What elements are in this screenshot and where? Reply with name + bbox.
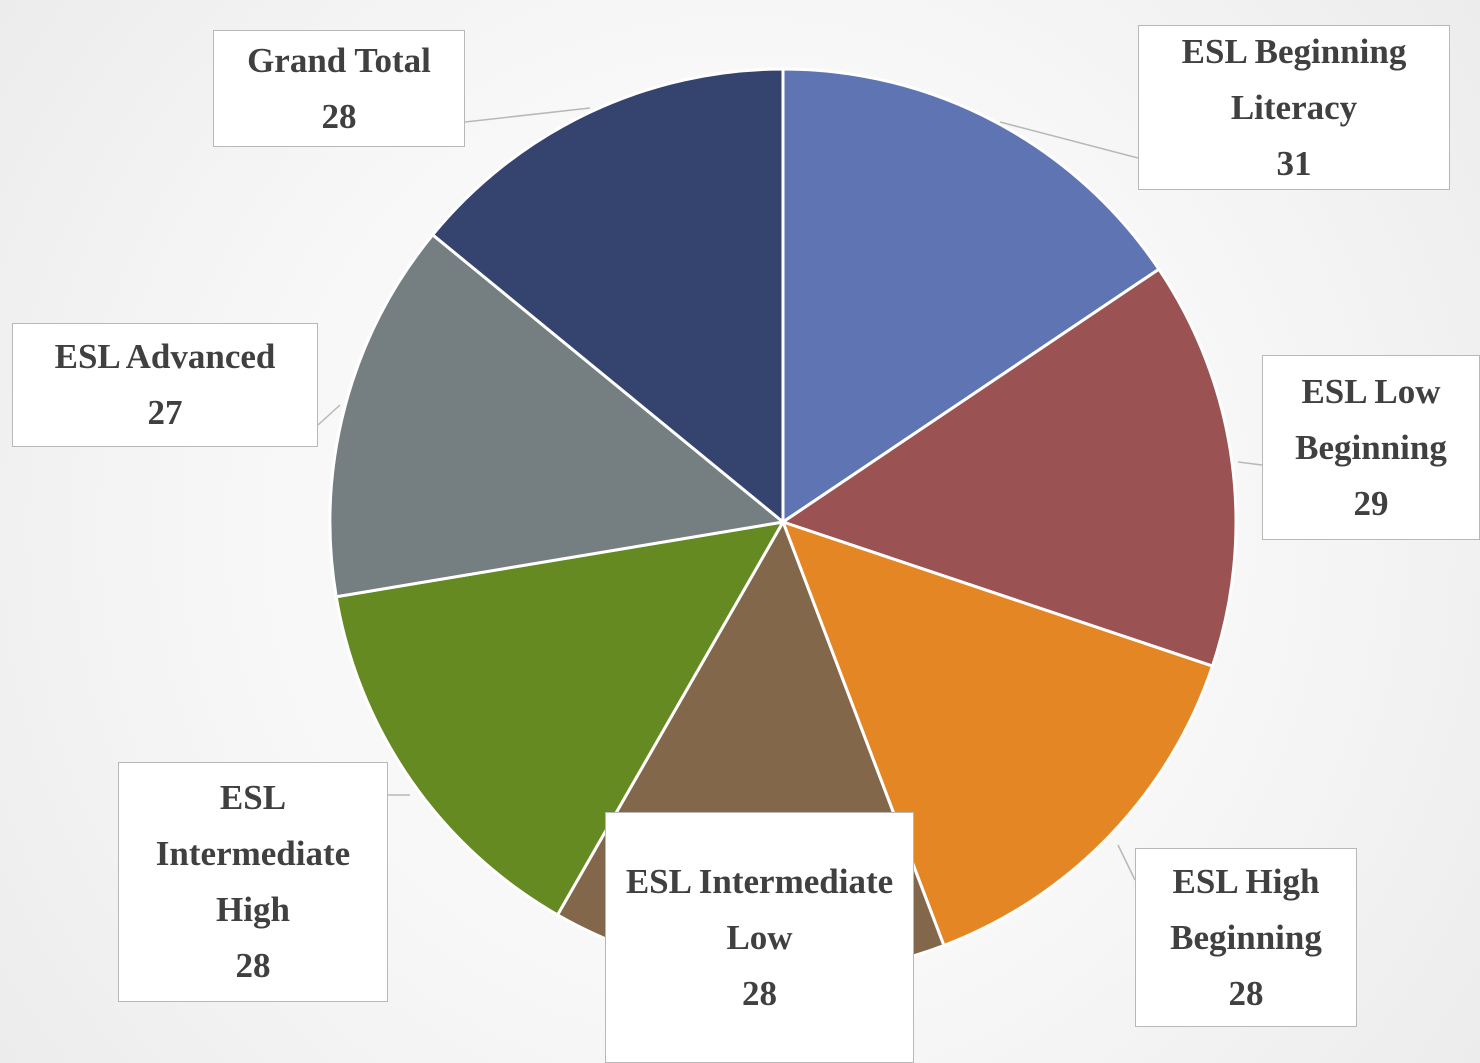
pie-slice: [430, 67, 785, 526]
data-label: Grand Total 28: [213, 30, 465, 147]
label-name: ESL Advanced: [54, 337, 276, 376]
label-value: 28: [742, 973, 777, 1013]
data-label: ESL Advanced 27: [12, 323, 318, 447]
data-label: ESL High Beginning 28: [1135, 848, 1357, 1027]
label-name: ESL Intermediate High: [155, 778, 351, 929]
pie-slice: [328, 232, 787, 599]
leader-line: [317, 404, 341, 426]
leader-line: [1237, 461, 1263, 466]
data-label: ESL Beginning Literacy 31: [1138, 25, 1450, 190]
label-name: Grand Total: [247, 40, 431, 80]
leader-line: [1117, 844, 1136, 881]
label-name: ESL High Beginning: [1170, 861, 1322, 957]
label-value: 29: [1353, 483, 1389, 523]
leader-line: [464, 107, 591, 123]
data-label: ESL Low Beginning 29: [1262, 355, 1480, 540]
label-name: ESL Intermediate Low: [625, 861, 894, 957]
label-value: 28: [321, 96, 357, 136]
data-label: ESL Intermediate High 28: [118, 762, 388, 1002]
pie-slice: [781, 67, 1161, 525]
leader-line: [999, 121, 1139, 159]
label-value: 31: [1276, 143, 1312, 183]
data-label: ESL Intermediate Low 28: [605, 812, 914, 1063]
pie-slice: [780, 519, 1215, 948]
label-name: ESL Low Beginning: [1295, 371, 1447, 467]
label-value: 28: [235, 946, 271, 985]
pie-slice: [779, 267, 1238, 668]
label-name: ESL Beginning Literacy: [1181, 31, 1407, 127]
label-value: 27: [147, 393, 183, 432]
pie-slice: [334, 519, 786, 917]
label-value: 28: [1228, 973, 1264, 1013]
